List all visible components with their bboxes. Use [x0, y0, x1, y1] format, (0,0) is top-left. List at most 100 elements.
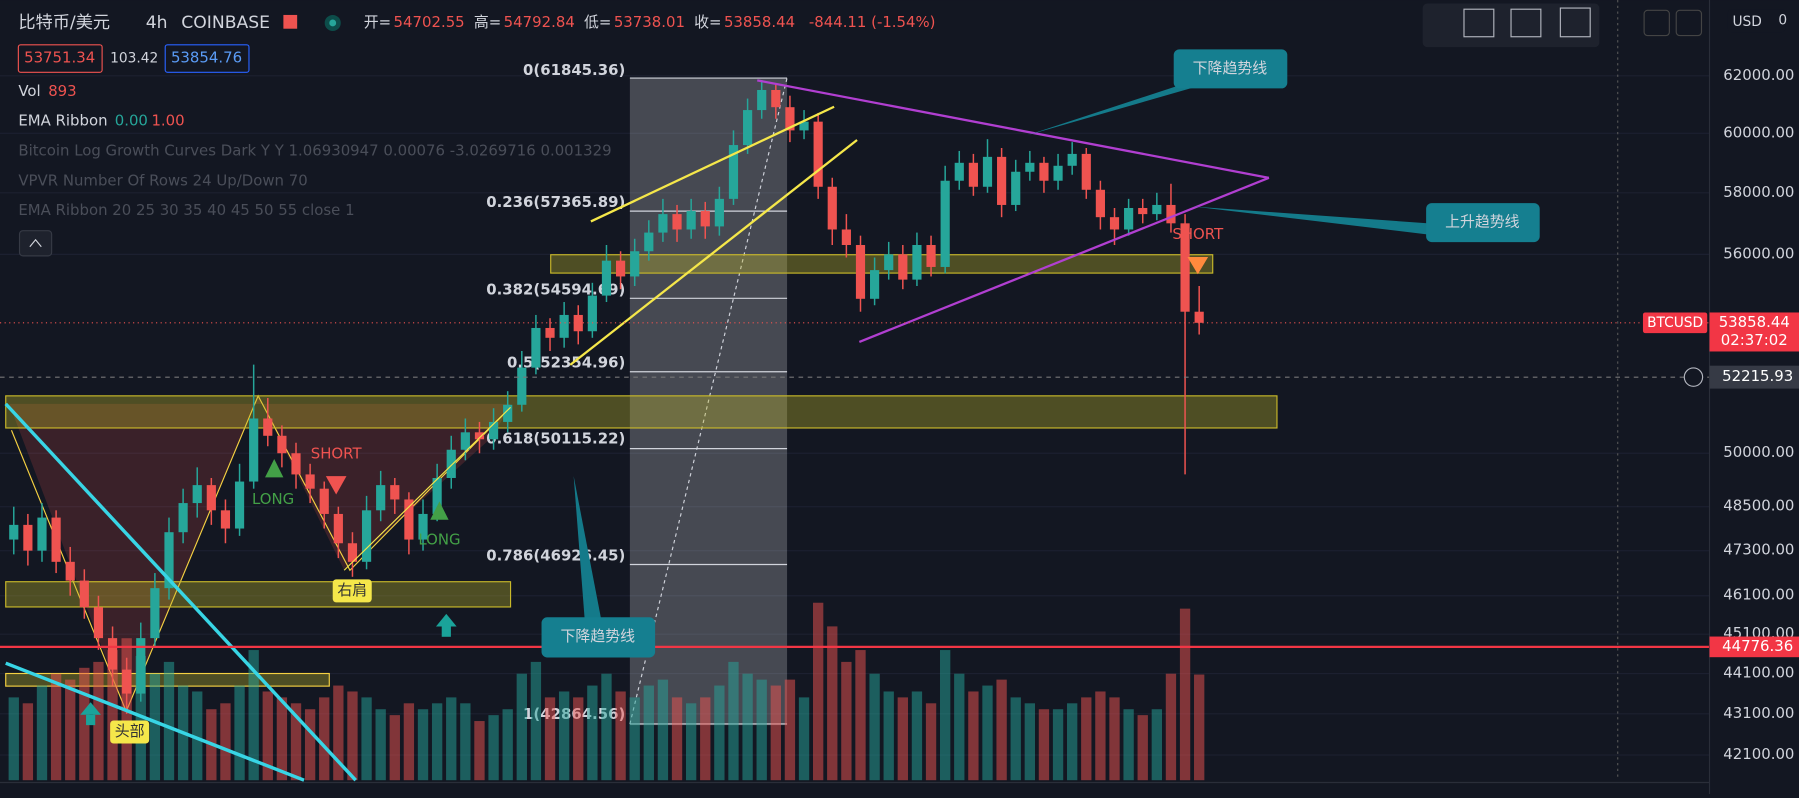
volume-bar	[375, 709, 386, 781]
interval[interactable]: 4h	[146, 13, 168, 33]
candle-body	[898, 254, 908, 280]
volume-bar	[361, 697, 372, 781]
currency-count: 0	[1778, 13, 1787, 29]
callout	[541, 617, 656, 658]
fib-label: 0.786(46926.45)	[486, 546, 625, 564]
volume-bar	[389, 715, 400, 781]
candle-body	[432, 477, 442, 514]
indicator-hidden: EMA Ribbon 20 25 30 35 40 45 50 55 close…	[18, 201, 354, 219]
price-axis	[1709, 0, 1799, 794]
candle-body	[1039, 162, 1049, 181]
candle-body	[799, 121, 809, 131]
fib-label: 0.236(57365.89)	[486, 193, 625, 211]
candle-body	[954, 162, 964, 181]
candle-body	[1138, 207, 1148, 215]
volume-bar	[1095, 691, 1106, 781]
candle-body	[743, 110, 753, 146]
ask[interactable]: 53854.76	[171, 49, 242, 67]
fib-trend	[629, 77, 788, 725]
candle-body	[1166, 204, 1176, 224]
candle-body	[474, 432, 485, 440]
candle-body	[587, 295, 597, 332]
volume-bar	[798, 697, 810, 781]
trend-line	[343, 406, 511, 571]
short-arrow	[325, 476, 347, 495]
ohlc-label: 高=	[474, 13, 501, 31]
candle-body	[460, 432, 470, 450]
volume-bar	[587, 685, 598, 781]
candle-body	[559, 314, 569, 338]
ask-box[interactable]	[164, 44, 250, 73]
volume-bar	[50, 673, 62, 781]
tool-button[interactable]	[1559, 7, 1591, 38]
volume-bar	[1024, 703, 1035, 781]
volume-bar	[22, 703, 34, 781]
volume-bar	[657, 679, 669, 781]
volume-bar	[742, 673, 753, 781]
crosshair-add[interactable]	[1683, 367, 1704, 387]
candle-body	[1053, 165, 1063, 181]
volume-bar	[1165, 673, 1177, 781]
candle-body	[361, 510, 372, 562]
candle-body	[319, 488, 329, 514]
candle-body	[305, 474, 315, 489]
candle-body	[644, 232, 654, 252]
volume-bar	[460, 703, 471, 781]
y-tick-label: 44100.00	[1723, 664, 1794, 682]
candle-body	[813, 121, 823, 187]
volume-bar	[615, 691, 626, 781]
symbol[interactable]: 比特币/美元	[18, 13, 110, 33]
bid[interactable]: 53751.34	[24, 49, 95, 67]
toolbar-icons	[1463, 7, 1591, 38]
candle-body	[1152, 204, 1162, 215]
candle-body	[1095, 189, 1105, 218]
trend-line	[757, 79, 1270, 179]
volume-bar	[149, 673, 161, 781]
trend-line	[5, 661, 305, 782]
tool-button[interactable]	[1463, 8, 1495, 38]
volume-bar	[770, 685, 781, 781]
volume-bar	[1038, 709, 1050, 781]
spread: 103.42	[110, 51, 158, 67]
candle-body	[347, 543, 358, 562]
candle-body	[164, 532, 174, 589]
volume-bar	[1010, 697, 1021, 781]
y-tick-label: 58000.00	[1723, 183, 1794, 201]
candle-body	[277, 435, 287, 454]
volume-bar	[1194, 674, 1205, 781]
trend-line	[858, 176, 1270, 343]
tool-button[interactable]	[1510, 8, 1542, 38]
price-tag-symbol: BTCUSD	[1647, 315, 1703, 331]
scroll-button[interactable]	[1643, 9, 1670, 37]
y-tick-label: 56000.00	[1723, 244, 1794, 262]
long-arrow	[265, 458, 284, 478]
ohlc-value: 54702.55	[394, 13, 465, 31]
volume-bar	[135, 655, 146, 781]
volume-bar	[93, 661, 104, 781]
candle-body	[446, 449, 456, 478]
candle-body	[1180, 223, 1190, 312]
indicator-name: Vol	[18, 82, 40, 100]
pattern-label: 右肩	[337, 581, 367, 599]
callout-text: 下降趋势线	[560, 627, 635, 645]
candle-body	[51, 517, 61, 562]
y-tick-label: 42100.00	[1723, 745, 1794, 763]
volume-bar	[812, 602, 824, 781]
candle-body	[488, 421, 499, 440]
volume-bar	[234, 685, 245, 781]
volume-bar	[855, 650, 866, 781]
level-label: 44776.36	[1722, 637, 1793, 655]
candle-body	[1124, 207, 1134, 230]
bid-box[interactable]	[17, 44, 103, 73]
signal-label: SHORT	[1172, 225, 1224, 243]
change: -844.11 (-1.54%)	[809, 13, 936, 31]
candle-body	[220, 510, 231, 529]
fullscreen-button[interactable]	[1675, 9, 1703, 37]
collapse-button[interactable]	[18, 230, 53, 257]
status-dot	[329, 19, 337, 27]
flag[interactable]	[283, 14, 298, 29]
currency-btn[interactable]	[1727, 9, 1786, 33]
currency[interactable]: USD	[1732, 14, 1761, 30]
y-tick-label: 50000.00	[1723, 443, 1794, 461]
